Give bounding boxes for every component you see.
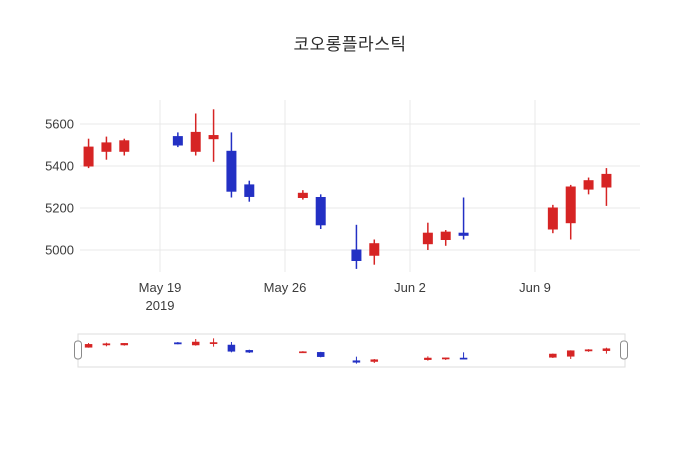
rangeslider-candle (566, 350, 575, 359)
candle[interactable] (190, 113, 201, 156)
candle[interactable] (172, 132, 183, 148)
rangeslider-candle (227, 342, 236, 353)
candle-body (351, 249, 362, 261)
candle-body (547, 207, 558, 230)
candle-body (101, 142, 112, 152)
rangeslider-candle (84, 343, 93, 348)
rangeslider-candle (352, 356, 361, 364)
x-axis-labels: May 19 2019 May 26 Jun 2 Jun 9 (139, 280, 551, 313)
candle[interactable] (119, 138, 130, 156)
candle-body (458, 232, 469, 236)
candle[interactable] (244, 180, 255, 202)
candle[interactable] (547, 204, 558, 234)
candle-body (226, 150, 237, 192)
candle-body (83, 146, 94, 167)
candle-body (190, 131, 201, 152)
rangeslider-candle (316, 351, 325, 358)
rangeslider-candle (120, 343, 129, 346)
y-tick-label: 5000 (45, 243, 74, 258)
rangeslider-candle (370, 359, 379, 363)
candle[interactable] (83, 138, 94, 169)
rangeslider-candle (245, 349, 254, 353)
x-tick-label: Jun 9 (519, 280, 551, 295)
candle-body (565, 186, 576, 224)
y-axis-labels: 5000 5200 5400 5600 (45, 117, 74, 258)
candle[interactable] (565, 184, 576, 240)
rangeslider-candle (441, 357, 450, 360)
candle[interactable] (101, 136, 112, 160)
candle[interactable] (369, 239, 380, 265)
rangeslider-candle (424, 356, 432, 361)
candle-body (601, 173, 612, 188)
x-tick-label: May 26 (264, 280, 307, 295)
rangeslider-handle-left[interactable] (74, 340, 82, 360)
candle-body (208, 135, 219, 140)
candle[interactable] (601, 168, 612, 206)
candle-body (244, 184, 255, 197)
rangeslider-candle (174, 342, 182, 345)
candle[interactable] (440, 230, 451, 246)
y-tick-label: 5400 (45, 159, 74, 174)
rangeslider-candles (84, 338, 611, 364)
candle[interactable] (226, 132, 237, 198)
candle-body (440, 231, 451, 240)
rangeslider-candle (459, 352, 468, 360)
candle-body (583, 180, 594, 190)
candle[interactable] (208, 109, 219, 162)
y-tick-label: 5600 (45, 117, 74, 132)
x-tick-label: May 19 (139, 280, 182, 295)
candle-body (297, 192, 308, 199)
rangeslider-frame[interactable] (77, 333, 626, 368)
x-tick-label: Jun 2 (394, 280, 426, 295)
rangeslider-candle (299, 351, 307, 354)
candle-body (369, 243, 380, 256)
chart-grid (80, 100, 640, 272)
candle-body (172, 136, 183, 146)
rangeslider[interactable] (74, 333, 628, 368)
rangeslider-candle (584, 349, 593, 352)
candle-body (422, 232, 433, 245)
candle-body (315, 197, 326, 226)
x-axis-year-label: 2019 (146, 298, 175, 313)
candle[interactable] (458, 197, 469, 240)
candle[interactable] (351, 224, 362, 269)
chart-title: 코오롱플라스틱 (293, 35, 407, 54)
rangeslider-candle (602, 347, 611, 354)
main-candles (83, 109, 612, 269)
candle-body (119, 140, 130, 152)
rangeslider-candle (102, 342, 111, 347)
rangeslider-candle (191, 339, 200, 346)
rangeslider-candle (549, 353, 557, 358)
candle[interactable] (315, 194, 326, 229)
candle[interactable] (422, 222, 433, 250)
rangeslider-handle-right[interactable] (620, 340, 628, 360)
candle[interactable] (583, 177, 594, 195)
y-tick-label: 5200 (45, 201, 74, 216)
rangeslider-candle (209, 338, 218, 347)
candle[interactable] (297, 190, 308, 200)
